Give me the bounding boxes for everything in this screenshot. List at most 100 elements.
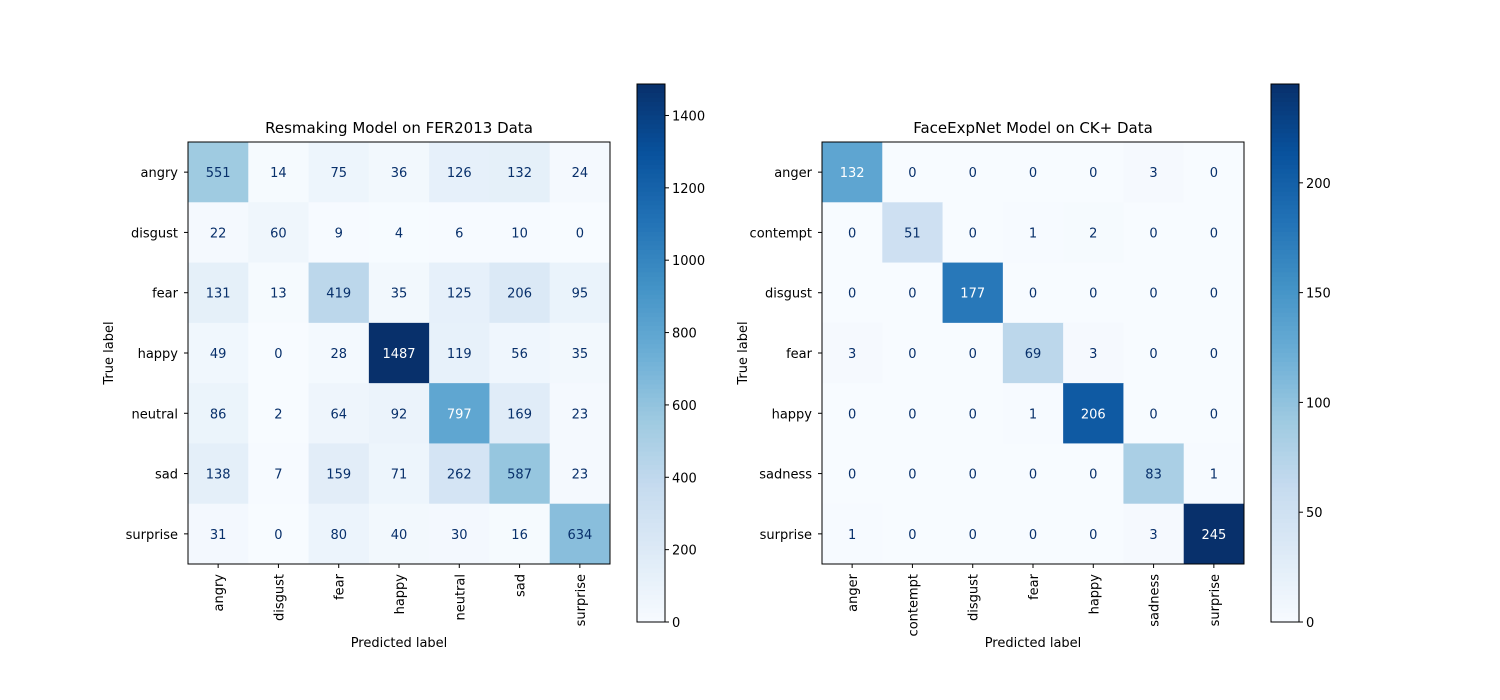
matrix-cell <box>1183 383 1245 444</box>
colorbar-segment <box>1271 272 1299 278</box>
colorbar-segment <box>637 267 665 273</box>
colorbar-segment <box>1271 474 1299 480</box>
cell-value-label: 0 <box>848 226 856 241</box>
colorbar-segment <box>1271 590 1299 596</box>
matrix-cell <box>1183 262 1245 324</box>
colorbar-segment <box>1271 119 1299 125</box>
y-tick-label: contempt <box>750 226 812 241</box>
matrix-cell <box>368 443 430 505</box>
cell-value-label: 0 <box>908 166 916 181</box>
colorbar-segment <box>1271 142 1299 148</box>
matrix-cell <box>822 262 883 324</box>
matrix-cell <box>549 322 611 384</box>
colorbar-segment <box>637 518 665 524</box>
matrix-cell <box>549 503 611 565</box>
colorbar-segment <box>1271 366 1299 372</box>
colorbar-segment <box>1271 218 1299 224</box>
cell-value-label: 0 <box>969 226 977 241</box>
colorbar-segment <box>1271 281 1299 287</box>
cell-value-label: 0 <box>969 528 977 543</box>
colorbar-segment <box>637 101 665 108</box>
cell-value-label: 23 <box>572 468 589 483</box>
colorbar-segment <box>637 231 665 238</box>
matrix-cell <box>942 262 1004 324</box>
cell-value-label: 49 <box>210 347 227 362</box>
colorbar-segment <box>1271 523 1299 529</box>
y-tick-label: fear <box>152 287 179 302</box>
colorbar-segment <box>1271 155 1299 161</box>
colorbar-segment <box>637 397 665 403</box>
x-tick-label: neutral <box>453 574 468 621</box>
cell-value-label: 0 <box>1029 166 1037 181</box>
x-tick-label: disgust <box>967 574 982 621</box>
matrix-cell <box>188 383 249 444</box>
cell-value-label: 51 <box>904 226 921 241</box>
colorbar-segment <box>1271 200 1299 206</box>
y-tick-label: fear <box>786 347 813 362</box>
colorbar-segment <box>637 496 665 502</box>
colorbar-segment <box>637 249 665 255</box>
colorbar-segment <box>1271 101 1299 108</box>
colorbar-segment <box>637 572 665 578</box>
colorbar-segment <box>1271 595 1299 601</box>
x-tick-label: fear <box>1027 573 1042 600</box>
colorbar-segment <box>637 205 665 211</box>
colorbar-segment <box>637 411 665 417</box>
colorbar-segment <box>1271 308 1299 314</box>
colorbar-segment <box>1271 496 1299 502</box>
colorbar-segment <box>1271 415 1299 421</box>
colorbar-segment <box>1271 348 1299 354</box>
cell-value-label: 0 <box>1210 347 1218 362</box>
cell-value-label: 177 <box>960 287 985 302</box>
cell-value-label: 119 <box>447 347 472 362</box>
colorbar-segment <box>1271 370 1299 377</box>
cell-value-label: 64 <box>330 407 347 422</box>
colorbar-segment <box>637 586 665 592</box>
colorbar-segment <box>1271 545 1299 551</box>
colorbar-segment <box>637 236 665 242</box>
matrix-cell <box>1063 383 1124 444</box>
colorbar-segment <box>637 451 665 457</box>
matrix-cell <box>248 443 310 505</box>
colorbar-segment <box>637 384 665 390</box>
colorbar-segment <box>1271 604 1299 610</box>
y-axis-label: True label <box>736 321 751 385</box>
cell-value-label: 0 <box>908 468 916 483</box>
colorbar-segment <box>637 326 665 332</box>
x-tick-label: surprise <box>574 574 589 626</box>
matrix-cell <box>882 322 944 384</box>
colorbar-segment <box>637 406 665 412</box>
matrix-cell <box>188 322 249 384</box>
colorbar-segment <box>637 491 665 498</box>
cell-value-label: 4 <box>395 226 403 241</box>
colorbar-segment <box>637 447 665 453</box>
colorbar-segment <box>637 245 665 251</box>
matrix-cell <box>489 142 551 203</box>
colorbar-segment <box>637 469 665 475</box>
colorbar-segment <box>1271 335 1299 341</box>
colorbar-segment <box>1271 88 1299 94</box>
matrix-cell <box>429 383 490 444</box>
matrix-cell <box>1002 202 1064 264</box>
colorbar-segment <box>637 128 665 134</box>
colorbar-segment <box>1271 397 1299 403</box>
matrix-cell <box>489 383 551 444</box>
colorbar-segment <box>637 613 665 619</box>
colorbar-segment <box>1271 469 1299 475</box>
cell-value-label: 7 <box>274 468 282 483</box>
matrix-cell <box>1002 262 1064 324</box>
x-tick-label: fear <box>333 573 348 600</box>
colorbar-segment <box>1271 339 1299 345</box>
matrix-cell <box>429 262 490 324</box>
matrix-cell <box>368 383 430 444</box>
matrix-cell <box>1002 322 1064 384</box>
cell-value-label: 0 <box>1029 468 1037 483</box>
colorbar-segment <box>637 420 665 426</box>
colorbar-segment <box>637 290 665 296</box>
colorbar-segment <box>1271 357 1299 363</box>
colorbar-segment <box>637 438 665 444</box>
colorbar-segment <box>637 514 665 520</box>
cell-value-label: 0 <box>969 347 977 362</box>
colorbar-segment <box>637 92 665 99</box>
colorbar-tick-label: 200 <box>672 544 697 559</box>
